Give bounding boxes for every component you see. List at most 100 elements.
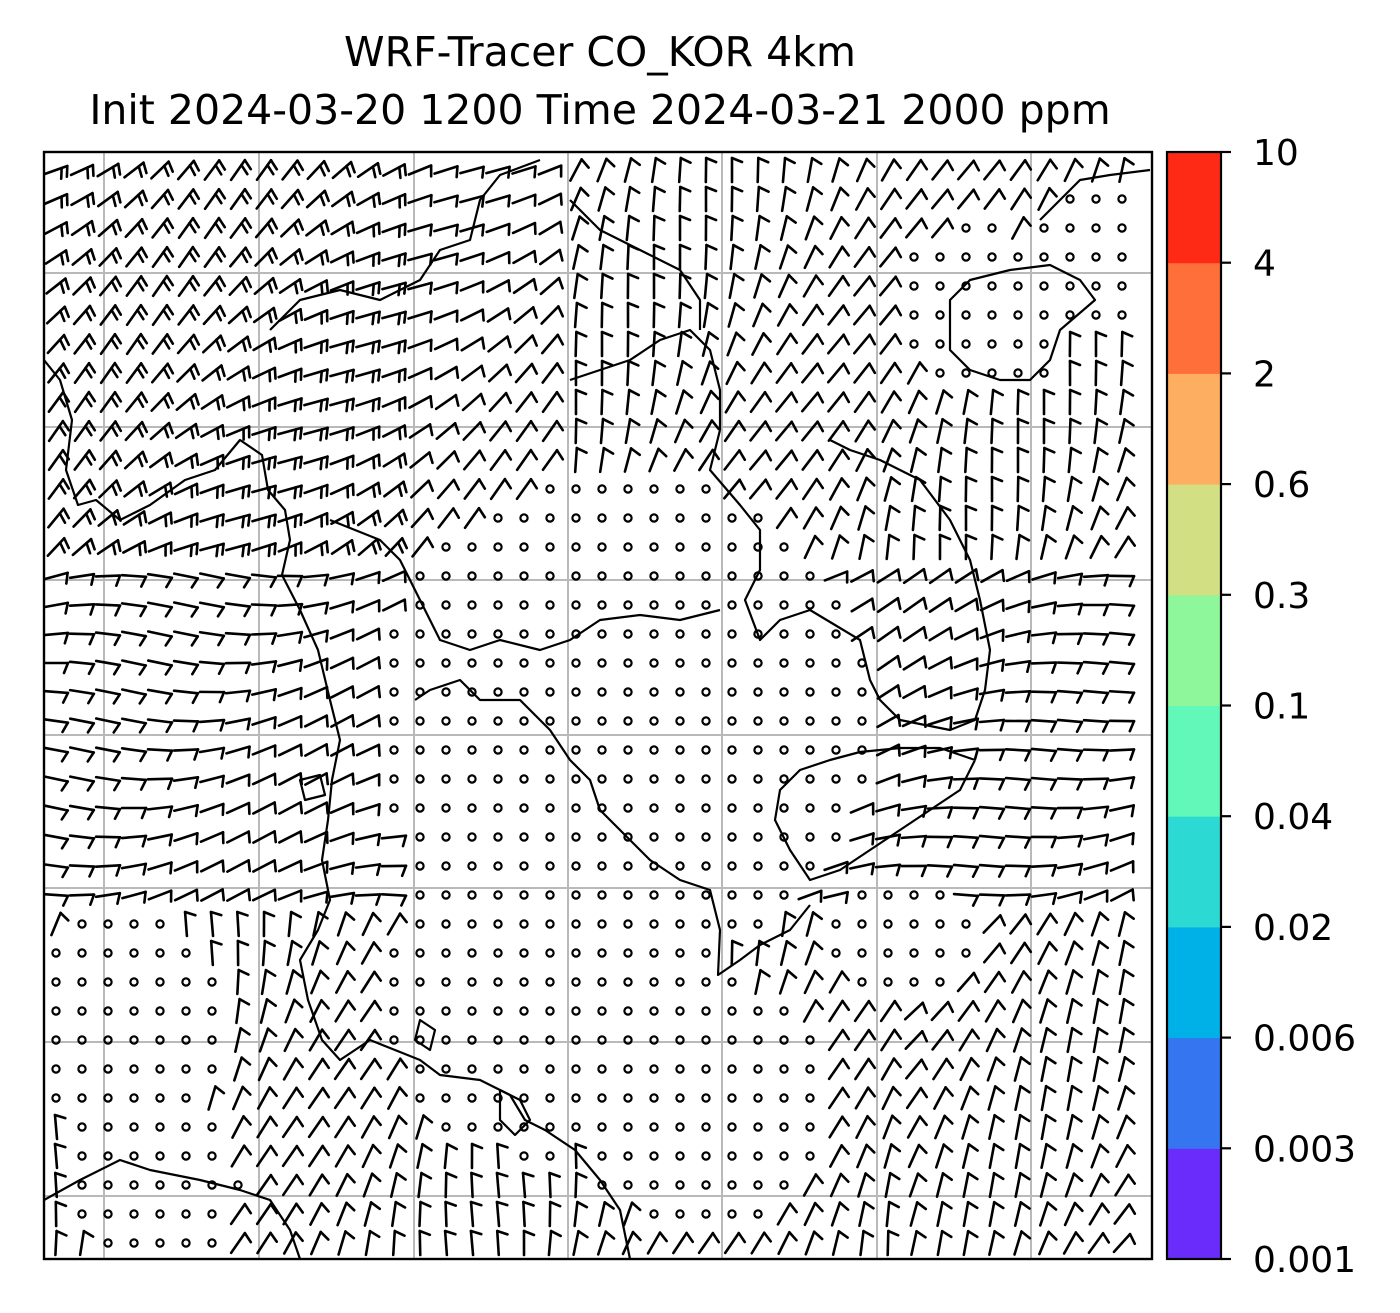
wind-barb xyxy=(1092,997,1109,1025)
wind-barb-calm xyxy=(441,1093,451,1103)
wind-barb xyxy=(146,688,174,705)
wind-barb-calm xyxy=(857,948,867,958)
coastline-river-1 xyxy=(569,328,722,430)
wind-barb xyxy=(801,362,825,384)
wind-barb xyxy=(982,942,1007,964)
wind-barb xyxy=(626,359,640,387)
wind-barb xyxy=(47,507,71,529)
wind-barb xyxy=(853,246,877,268)
wind-barb xyxy=(876,684,902,700)
wind-barb-calm xyxy=(961,948,971,958)
wind-barb-calm xyxy=(545,629,555,639)
wind-barb xyxy=(515,391,539,413)
wind-barb xyxy=(47,478,71,500)
wind-barb xyxy=(931,217,955,239)
wind-barb xyxy=(953,627,979,641)
wind-barb xyxy=(755,185,770,213)
wind-barb-calm xyxy=(545,774,555,784)
wind-barb xyxy=(936,1200,953,1228)
wind-barb xyxy=(308,1028,330,1052)
wind-barb-calm xyxy=(649,890,659,900)
wind-barb-calm xyxy=(649,919,659,929)
wind-barb xyxy=(226,888,252,902)
wind-barb xyxy=(225,454,251,471)
wind-barb-calm xyxy=(415,803,425,813)
wind-barb xyxy=(236,968,250,996)
wind-barb xyxy=(330,714,356,728)
wind-barb xyxy=(252,306,278,324)
wind-barb xyxy=(927,716,953,730)
wind-barb-calm xyxy=(779,745,789,755)
wind-barb-calm xyxy=(467,716,477,726)
wind-barb-calm xyxy=(181,1238,191,1248)
wind-barb-calm xyxy=(753,832,763,842)
wind-barb-calm xyxy=(701,890,711,900)
wind-barb xyxy=(903,1001,928,1021)
wind-barb xyxy=(600,301,614,329)
wind-barb-calm xyxy=(909,977,919,987)
wind-barb-calm xyxy=(441,1064,451,1074)
wind-barb-calm xyxy=(103,1093,113,1103)
wind-barb-calm xyxy=(103,919,113,929)
colorbar-segment xyxy=(1167,484,1221,596)
wind-barb xyxy=(856,1143,876,1169)
wind-barb xyxy=(278,801,304,815)
wind-barb xyxy=(779,940,797,966)
wind-barb xyxy=(355,368,381,384)
wind-barb xyxy=(984,999,1006,1023)
wind-barb xyxy=(303,629,329,643)
wind-barb xyxy=(68,632,96,646)
wind-barb xyxy=(415,1114,434,1140)
wind-barb-calm xyxy=(779,1122,789,1132)
wind-barb xyxy=(336,911,356,937)
wind-barb-calm xyxy=(467,1093,477,1103)
wind-barb-calm xyxy=(441,542,451,552)
wind-barb xyxy=(252,830,278,844)
wind-barb-calm xyxy=(779,1064,789,1074)
wind-barb-calm xyxy=(701,629,711,639)
wind-barb-calm xyxy=(597,890,607,900)
wind-barb xyxy=(120,862,148,876)
wind-barb-calm xyxy=(987,310,997,320)
wind-barb xyxy=(804,1230,824,1256)
wind-barb xyxy=(125,391,149,413)
wind-barb xyxy=(45,305,70,325)
wind-barb xyxy=(253,276,278,296)
wind-barb-calm xyxy=(415,745,425,755)
wind-barb xyxy=(278,307,304,325)
wind-barb xyxy=(330,685,355,699)
wind-barb xyxy=(1004,805,1032,820)
wind-barb xyxy=(227,335,252,353)
wind-barb xyxy=(1115,506,1136,530)
wind-barb-calm xyxy=(623,513,633,523)
wind-barb xyxy=(200,888,226,902)
wind-barb-calm xyxy=(779,658,789,668)
wind-barb xyxy=(875,743,901,757)
wind-barb-calm xyxy=(493,1006,503,1016)
wind-barb xyxy=(1090,505,1110,531)
wind-barb-calm xyxy=(727,1093,737,1103)
wind-barb xyxy=(1089,534,1110,560)
wind-barb xyxy=(1108,748,1136,761)
wind-barb-calm xyxy=(1013,368,1023,378)
wind-barb xyxy=(225,801,251,816)
wind-barb xyxy=(485,222,511,237)
wind-barb xyxy=(538,220,564,236)
wind-barb-calm xyxy=(207,1035,217,1045)
wind-barb xyxy=(78,1229,95,1257)
wind-barb-calm xyxy=(753,629,763,639)
wind-barb xyxy=(703,272,719,300)
wind-barb xyxy=(1065,505,1083,531)
wind-barb xyxy=(926,863,954,878)
wind-barb xyxy=(756,156,770,184)
wind-barb-calm xyxy=(649,571,659,581)
wind-barb xyxy=(250,660,278,674)
wind-barb xyxy=(433,223,459,237)
wind-barb xyxy=(1009,913,1033,935)
wind-barb-calm xyxy=(857,890,867,900)
wind-barb xyxy=(828,999,851,1023)
wind-barb xyxy=(931,1029,955,1051)
wind-barb-calm xyxy=(753,542,763,552)
wind-barb xyxy=(879,361,903,385)
wind-barb xyxy=(1089,1172,1110,1198)
